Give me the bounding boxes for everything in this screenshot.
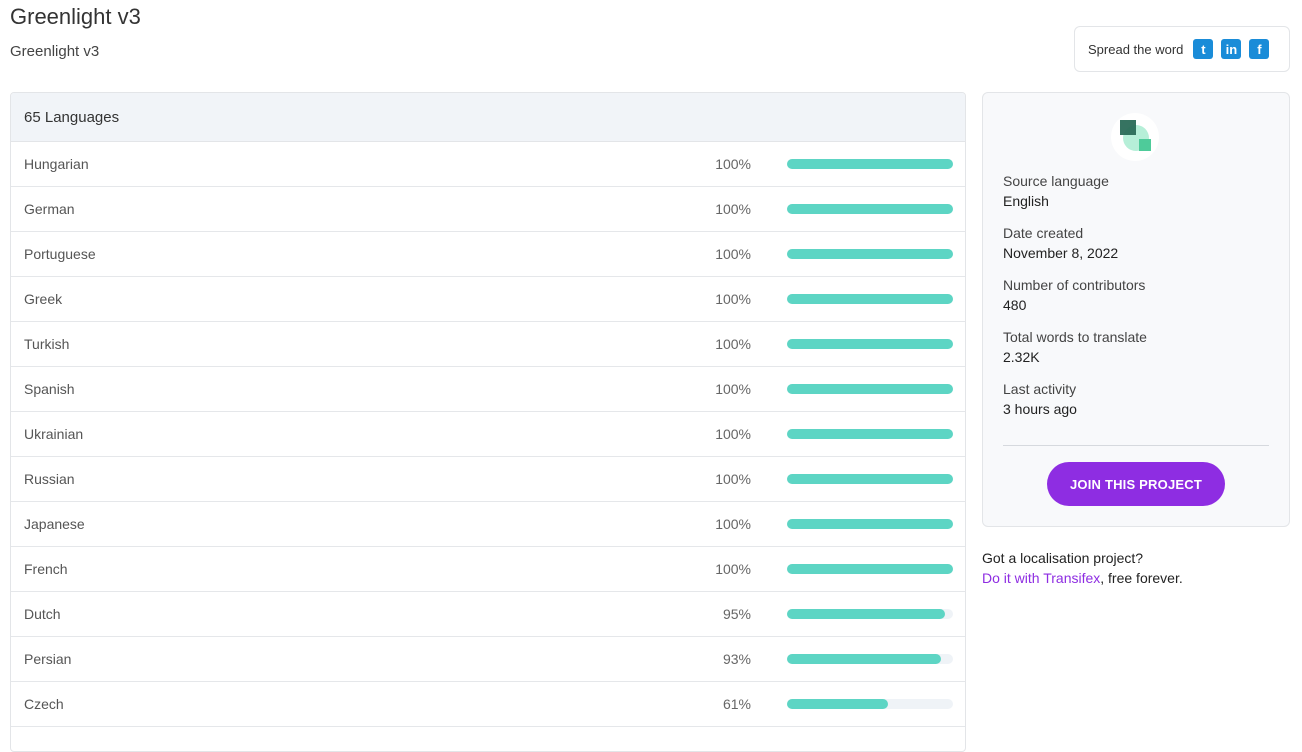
language-name[interactable]: Japanese — [24, 516, 85, 532]
progress-bar — [787, 519, 953, 529]
facebook-icon[interactable]: f — [1249, 39, 1270, 59]
progress-bar — [787, 654, 953, 664]
fact: Last activity 3 hours ago — [1003, 379, 1147, 419]
language-row[interactable]: Dutch 95% — [11, 592, 965, 637]
language-row[interactable]: Turkish 100% — [11, 322, 965, 367]
progress-fill — [787, 474, 953, 484]
promo-text: Got a localisation project? Do it with T… — [982, 548, 1183, 588]
language-name[interactable]: German — [24, 201, 75, 217]
progress-fill — [787, 249, 953, 259]
language-row[interactable]: Japanese 100% — [11, 502, 965, 547]
fact-label: Number of contributors — [1003, 277, 1146, 293]
fact-value: November 8, 2022 — [1003, 245, 1119, 261]
fact-value: 3 hours ago — [1003, 401, 1077, 417]
promo-rest: , free forever. — [1100, 570, 1183, 586]
language-percent: 100% — [715, 471, 751, 487]
progress-bar — [787, 429, 953, 439]
language-percent: 100% — [715, 246, 751, 262]
progress-bar — [787, 609, 953, 619]
progress-fill — [787, 339, 953, 349]
fact-value: English — [1003, 193, 1049, 209]
progress-fill — [787, 294, 953, 304]
language-name[interactable]: Russian — [24, 471, 75, 487]
language-row[interactable]: Hungarian 100% — [11, 142, 965, 187]
project-logo — [1111, 113, 1159, 161]
share-box: Spread the word t in f — [1074, 26, 1290, 72]
language-percent: 100% — [715, 561, 751, 577]
progress-fill — [787, 429, 953, 439]
language-row[interactable]: Persian 93% — [11, 637, 965, 682]
language-row[interactable]: Ukrainian 100% — [11, 412, 965, 457]
fact: Source language English — [1003, 171, 1147, 211]
progress-bar — [787, 294, 953, 304]
language-name[interactable]: Dutch — [24, 606, 61, 622]
progress-bar — [787, 249, 953, 259]
progress-fill — [787, 159, 953, 169]
fact-value: 2.32K — [1003, 349, 1040, 365]
language-row[interactable]: Portuguese 100% — [11, 232, 965, 277]
language-row[interactable]: Russian 100% — [11, 457, 965, 502]
progress-bar — [787, 159, 953, 169]
language-name[interactable]: Spanish — [24, 381, 75, 397]
fact: Total words to translate 2.32K — [1003, 327, 1147, 367]
language-percent: 100% — [715, 156, 751, 172]
page-title: Greenlight v3 — [10, 4, 141, 29]
language-name[interactable]: Ukrainian — [24, 426, 84, 442]
language-name[interactable]: Hungarian — [24, 156, 89, 172]
fact: Date created November 8, 2022 — [1003, 223, 1147, 263]
progress-fill — [787, 519, 953, 529]
share-label: Spread the word — [1088, 41, 1184, 57]
progress-fill — [787, 384, 953, 394]
language-percent: 61% — [722, 696, 751, 712]
language-row[interactable]: French 100% — [11, 547, 965, 592]
progress-bar — [787, 339, 953, 349]
fact-value: 480 — [1003, 297, 1027, 313]
languages-count: 65 Languages — [11, 93, 965, 142]
language-row[interactable] — [11, 727, 965, 751]
progress-fill — [787, 204, 953, 214]
progress-bar — [787, 384, 953, 394]
language-name[interactable]: Persian — [24, 651, 72, 667]
language-name[interactable]: Portuguese — [24, 246, 96, 262]
linkedin-icon[interactable]: in — [1221, 39, 1242, 59]
language-percent: 100% — [715, 291, 751, 307]
language-row[interactable]: Greek 100% — [11, 277, 965, 322]
fact-label: Date created — [1003, 225, 1084, 241]
language-percent: 100% — [715, 336, 751, 352]
progress-fill — [787, 699, 889, 709]
divider — [1003, 445, 1269, 446]
fact: Number of contributors 480 — [1003, 275, 1147, 315]
progress-fill — [787, 654, 942, 664]
fact-label: Total words to translate — [1003, 329, 1147, 345]
language-percent: 93% — [722, 651, 751, 667]
language-row[interactable]: German 100% — [11, 187, 965, 232]
transifex-link[interactable]: Do it with Transifex — [982, 570, 1101, 586]
language-percent: 95% — [722, 606, 751, 622]
twitter-icon[interactable]: t — [1193, 39, 1214, 59]
language-row[interactable]: Czech 61% — [11, 682, 965, 727]
project-info-card: Source language English Date created Novemb… — [982, 92, 1290, 527]
progress-bar — [787, 564, 953, 574]
progress-bar — [787, 474, 953, 484]
progress-bar — [787, 699, 953, 709]
language-name[interactable]: Turkish — [24, 336, 70, 352]
fact-label: Last activity — [1003, 381, 1077, 397]
language-percent: 100% — [715, 381, 751, 397]
language-name[interactable]: Czech — [24, 696, 64, 712]
language-percent: 100% — [715, 426, 751, 442]
fact-label: Source language — [1003, 173, 1109, 189]
progress-fill — [787, 564, 953, 574]
language-name[interactable]: French — [24, 561, 68, 577]
language-row[interactable]: Spanish 100% — [11, 367, 965, 412]
progress-bar — [787, 204, 953, 214]
language-percent: 100% — [715, 516, 751, 532]
join-project-button[interactable]: JOIN THIS PROJECT — [1047, 462, 1225, 506]
promo-line: Got a localisation project? — [982, 550, 1144, 566]
progress-fill — [787, 609, 945, 619]
language-percent: 100% — [715, 201, 751, 217]
languages-panel: 65 Languages Hungarian 100% German 100% Po… — [10, 92, 966, 752]
project-subtitle: Greenlight v3 — [10, 43, 100, 60]
language-name[interactable]: Greek — [24, 291, 63, 307]
